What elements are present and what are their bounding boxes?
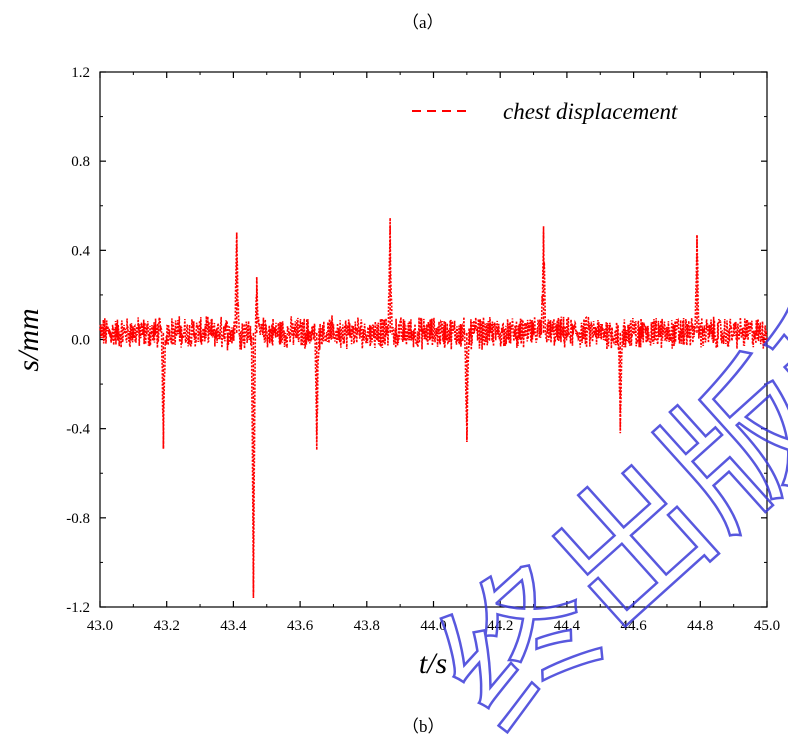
series-line-chest-displacement: [99, 217, 768, 599]
caption-bottom: （b）: [402, 717, 445, 736]
x-tick-label: 43.0: [87, 618, 113, 634]
caption-top: （a）: [402, 13, 444, 32]
x-tick-label: 43.4: [220, 618, 247, 634]
x-tick-label: 43.8: [354, 618, 380, 634]
x-axis-label: t/s: [419, 647, 447, 680]
x-tick-label: 43.6: [287, 618, 314, 634]
x-tick-label: 45.0: [754, 618, 780, 634]
legend: chest displacement: [412, 99, 678, 124]
watermark-text: 终出版稿: [409, 232, 788, 740]
ticks-layer: 43.0 43.2 43.4 43.6 43.8 44.0 44.2 44.4 44.6 44.8…: [66, 65, 780, 634]
y-tick-label: 0.4: [71, 243, 90, 259]
y-tick-label: -0.4: [66, 422, 90, 438]
legend-label: chest displacement: [503, 99, 678, 124]
y-tick-label: -0.8: [66, 511, 90, 527]
x-tick-label: 44.8: [687, 618, 713, 634]
x-tick-label: 43.2: [154, 618, 180, 634]
watermark: 终出版稿: [408, 231, 788, 740]
y-tick-label: 1.2: [71, 65, 90, 81]
y-tick-label: -1.2: [66, 600, 90, 616]
y-tick-label: 0.8: [71, 154, 90, 170]
x-tick-label: 44.0: [420, 618, 446, 634]
y-tick-label: 0.0: [71, 333, 90, 349]
series-layer: [99, 217, 768, 599]
x-tick-label: 44.4: [554, 618, 581, 634]
x-tick-label: 44.6: [620, 618, 647, 634]
x-tick-label: 44.2: [487, 618, 513, 634]
y-axis-label: s/mm: [12, 308, 45, 371]
